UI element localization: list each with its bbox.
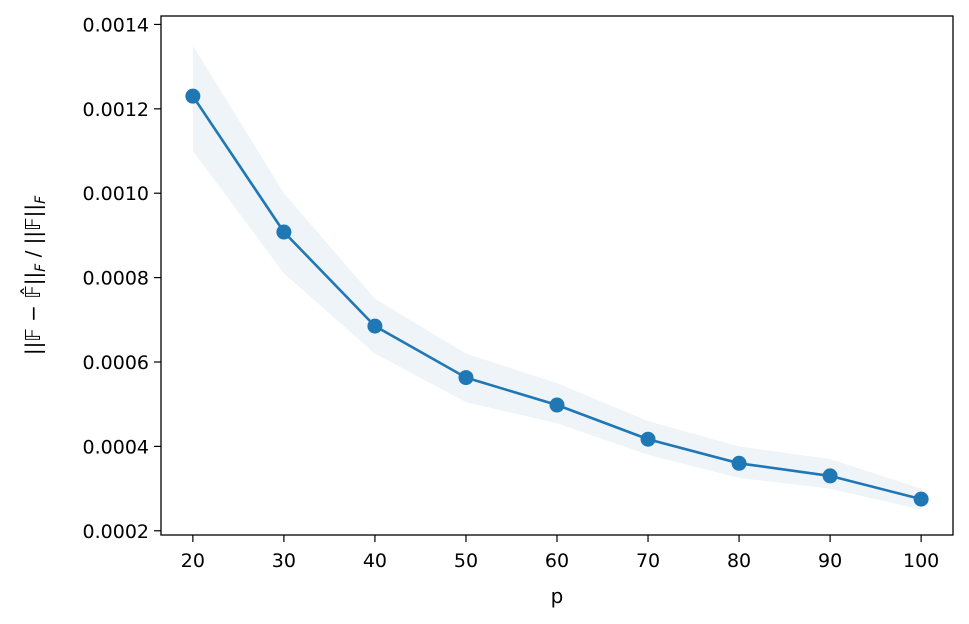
x-axis-ticks: 20 30 40 50 60 70 80 90 100 (181, 535, 939, 572)
series-line-layer (191, 95, 922, 501)
y-tick-label: 0.0002 (83, 521, 149, 543)
data-point (640, 431, 656, 447)
series-points-layer (185, 88, 929, 507)
data-point (731, 455, 747, 471)
data-point (185, 88, 201, 104)
y-axis-ticks: 0.0002 0.0004 0.0006 0.0008 0.0010 0.0012 0.00… (83, 14, 161, 543)
x-tick-label: 20 (181, 550, 205, 572)
plot-frame (160, 15, 954, 536)
y-tick-label: 0.0008 (83, 268, 149, 290)
data-point (367, 318, 383, 334)
data-point (913, 491, 929, 507)
series-line (191, 95, 922, 501)
y-tick-label: 0.0014 (83, 14, 149, 36)
y-tick-label: 0.0004 (83, 436, 149, 458)
x-tick-label: 80 (727, 550, 751, 572)
data-point (549, 397, 565, 413)
data-point (822, 468, 838, 484)
x-tick-label: 90 (818, 550, 842, 572)
confidence-band (192, 45, 922, 510)
data-point (458, 370, 474, 386)
x-tick-label: 50 (454, 550, 478, 572)
x-tick-label: 60 (545, 550, 569, 572)
y-tick-label: 0.0012 (83, 99, 149, 121)
x-axis-label: p (551, 584, 564, 608)
y-axis-label: ||𝔽 − 𝔽̂||F / ||𝔽||F (20, 195, 49, 355)
y-tick-label: 0.0010 (83, 183, 149, 205)
y-tick-label: 0.0006 (83, 352, 149, 374)
x-tick-label: 100 (903, 550, 939, 572)
confidence-band-layer (192, 45, 922, 510)
x-tick-label: 30 (272, 550, 296, 572)
data-point (276, 224, 292, 240)
x-tick-label: 40 (363, 550, 387, 572)
x-tick-label: 70 (636, 550, 660, 572)
